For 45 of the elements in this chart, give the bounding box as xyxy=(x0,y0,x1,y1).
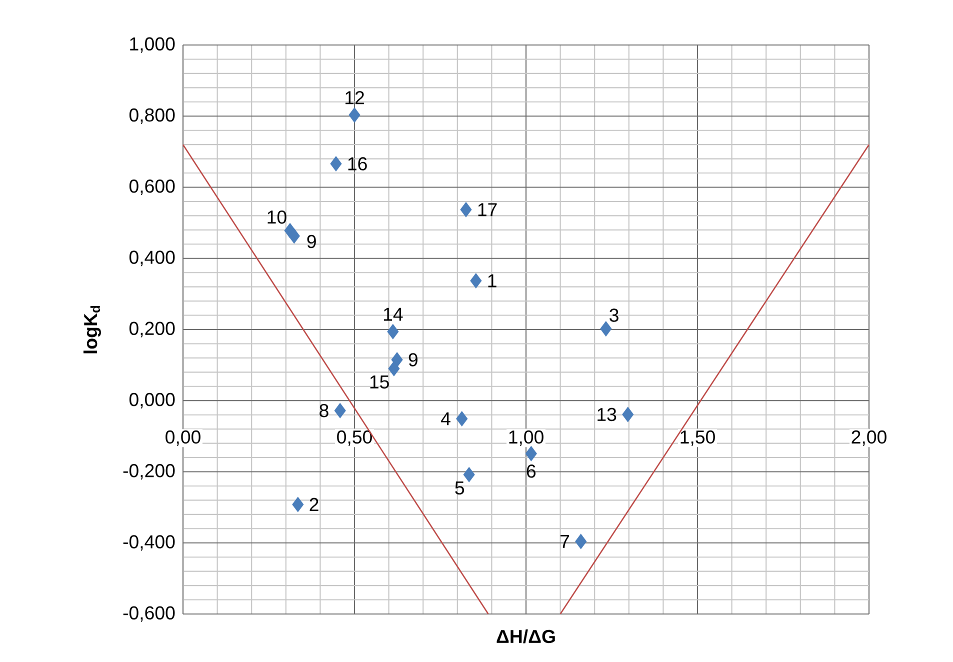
x-tick-label: 2,00 xyxy=(852,430,886,446)
y-tick-label: -0,400 xyxy=(123,535,175,551)
y-tick-label: 1,000 xyxy=(130,37,175,53)
point xyxy=(388,361,400,376)
annotation: 14 xyxy=(384,308,403,321)
y-tick-label: 0,400 xyxy=(129,250,175,266)
y-tick-label: -0,600 xyxy=(123,606,175,622)
annotation: 9 xyxy=(307,234,316,248)
annotation: 9 xyxy=(408,353,418,366)
annotation: 2 xyxy=(310,498,318,511)
point xyxy=(292,496,304,512)
y-tick-label: 0,600 xyxy=(129,180,175,195)
annotation: 1 xyxy=(488,274,496,288)
point xyxy=(470,273,482,288)
annotation: 4 xyxy=(440,412,450,426)
y-axis-title: logK$_{d}$ xyxy=(83,306,101,354)
annotation: 5 xyxy=(455,482,464,495)
x-tick-label: 1,00 xyxy=(509,430,544,446)
annotation: 10 xyxy=(268,210,286,224)
annotation: 13 xyxy=(598,408,616,422)
annotation: 15 xyxy=(370,376,389,389)
point xyxy=(460,202,472,218)
y-tick-label: 0,000 xyxy=(129,392,175,408)
point xyxy=(348,107,360,123)
point xyxy=(456,411,468,426)
y-tick-label: 0,800 xyxy=(129,108,175,124)
annotation: 3 xyxy=(610,308,618,322)
annotation: 8 xyxy=(320,404,328,418)
x-tick-label: 0,00 xyxy=(166,430,200,446)
point xyxy=(334,402,346,418)
point xyxy=(387,324,399,340)
point xyxy=(391,352,403,368)
point xyxy=(288,228,300,244)
y-tick-label: 0,200 xyxy=(129,322,175,338)
y-tick-label: -0,200 xyxy=(123,464,175,480)
x-tick-label: 1,50 xyxy=(680,430,715,446)
point xyxy=(463,466,475,482)
annotation: 17 xyxy=(478,203,497,216)
point xyxy=(622,406,634,422)
point xyxy=(525,446,537,462)
point xyxy=(330,156,342,172)
x-axis-title: ΔH/ΔG xyxy=(496,629,555,644)
point xyxy=(575,534,587,550)
x-tick-label: 0,50 xyxy=(337,430,372,446)
point xyxy=(600,321,612,336)
